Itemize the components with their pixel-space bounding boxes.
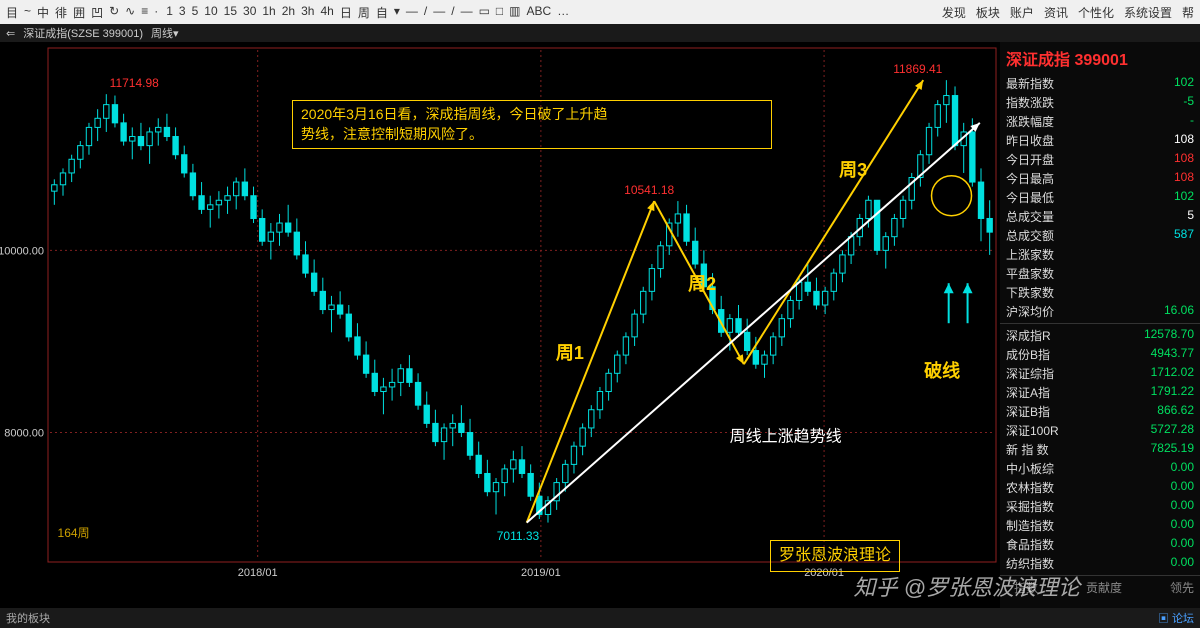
toolbar-icon[interactable]: 凹 <box>91 4 103 21</box>
stat-row: 深成指R12578.70 <box>1000 326 1200 345</box>
price-label: 10541.18 <box>624 183 674 197</box>
stat-row: 新 指 数7825.19 <box>1000 440 1200 459</box>
stat-row: 最新指数102 <box>1000 74 1200 93</box>
period-button[interactable]: / <box>424 4 427 21</box>
svg-text:周线上涨趋势线: 周线上涨趋势线 <box>730 428 842 446</box>
stat-row: 深证A指1791.22 <box>1000 383 1200 402</box>
forum-button[interactable]: ▣ 论坛 <box>1158 610 1194 626</box>
stat-row: 昨日收盘108 <box>1000 131 1200 150</box>
period-button[interactable]: 1 <box>166 4 173 21</box>
menu-item[interactable]: 发现 <box>942 4 966 21</box>
toolbar-icon[interactable]: ∿ <box>125 4 135 21</box>
chart-area[interactable]: 8000.0010000.002018/012019/012020/01周线上涨… <box>0 42 1000 608</box>
period-button[interactable]: — <box>461 4 473 21</box>
svg-text:2019/01: 2019/01 <box>521 567 561 579</box>
toolbar-icon[interactable]: ↻ <box>109 4 119 21</box>
stat-row: 中小板综0.00 <box>1000 459 1200 478</box>
menu-item[interactable]: 账户 <box>1010 4 1034 21</box>
stat-row: 深证综指1712.02 <box>1000 364 1200 383</box>
stat-row: 深证100R5727.28 <box>1000 421 1200 440</box>
period-button[interactable]: 4h <box>320 4 333 21</box>
period-button[interactable]: … <box>557 4 569 21</box>
menu-item[interactable]: 系统设置 <box>1124 4 1172 21</box>
toolbar-icon[interactable]: ~ <box>24 4 31 21</box>
menu-item[interactable]: 资讯 <box>1044 4 1068 21</box>
watermark: 知乎 @罗张恩波浪理论 <box>854 570 1080 602</box>
period-button[interactable]: / <box>451 4 454 21</box>
toolbar-icon[interactable]: 中 <box>37 4 49 21</box>
period-button[interactable]: 5 <box>192 4 199 21</box>
period-selector[interactable]: 周线▾ <box>151 25 179 41</box>
toolbar-icon[interactable]: 囲 <box>73 4 85 21</box>
panel-title: 深证成指 399001 <box>1000 42 1200 74</box>
period-button[interactable]: 15 <box>224 4 237 21</box>
wave-label: 周1 <box>556 339 584 365</box>
period-button[interactable]: 1h <box>262 4 275 21</box>
stat-row: 深证B指866.62 <box>1000 402 1200 421</box>
period-button[interactable]: 2h <box>282 4 295 21</box>
period-button[interactable]: 10 <box>204 4 217 21</box>
period-button[interactable]: □ <box>496 4 503 21</box>
period-button[interactable]: — <box>406 4 418 21</box>
toolbar-icon[interactable]: 目 <box>6 4 18 21</box>
stat-row: 沪深均价16.06 <box>1000 302 1200 321</box>
period-button[interactable]: ▭ <box>479 4 490 21</box>
back-icon[interactable]: ⇐ <box>6 27 15 40</box>
svg-text:8000.00: 8000.00 <box>4 428 44 440</box>
stat-row: 总成交额587 <box>1000 226 1200 245</box>
period-button[interactable]: ▾ <box>394 4 400 21</box>
stat-row: 下跌家数 <box>1000 283 1200 302</box>
period-button[interactable]: ▥ <box>509 4 520 21</box>
price-label: 11869.41 <box>893 62 942 76</box>
price-label: 11714.98 <box>110 76 159 90</box>
period-button[interactable]: — <box>433 4 445 21</box>
price-label: 7011.33 <box>497 529 540 543</box>
wave-label: 破线 <box>924 357 960 383</box>
wave-label: 周3 <box>839 156 867 182</box>
stat-row: 今日最高108 <box>1000 169 1200 188</box>
period-button[interactable]: 日 <box>340 4 352 21</box>
period-button[interactable]: 周 <box>358 4 370 21</box>
side-panel: 深证成指 399001 最新指数102指数涨跌-5涨跌幅度-昨日收盘108今日开… <box>1000 42 1200 608</box>
sub-toolbar: ⇐ 深证成指(SZSE 399001) 周线▾ <box>0 24 1200 42</box>
wave-label: 周2 <box>688 270 716 296</box>
menu-item[interactable]: 板块 <box>976 4 1000 21</box>
stat-row: 涨跌幅度- <box>1000 112 1200 131</box>
toolbar-icon[interactable]: 徘 <box>55 4 67 21</box>
menu-item[interactable]: 个性化 <box>1078 4 1114 21</box>
panel-tab[interactable]: 领先 <box>1170 579 1194 596</box>
svg-text:2018/01: 2018/01 <box>238 567 278 579</box>
svg-text:10000.00: 10000.00 <box>0 245 44 257</box>
stat-row: 总成交量5 <box>1000 207 1200 226</box>
instrument-title: 深证成指(SZSE 399001) <box>23 25 143 41</box>
annotation-author: 罗张恩波浪理论 <box>770 540 900 572</box>
period-button[interactable]: 3 <box>179 4 186 21</box>
period-button[interactable]: ABC <box>527 4 552 21</box>
stat-row: 采掘指数0.00 <box>1000 497 1200 516</box>
my-boards[interactable]: 我的板块 <box>6 610 50 626</box>
stat-row: 上涨家数 <box>1000 245 1200 264</box>
main-toolbar: 目 ~ 中徘囲凹 ↻ ∿ ≡ · 135 10 15 30 1h 2h 3h 4h 日周自 ▾ — / — / — ▭ □ ▥… <box>0 0 1200 24</box>
stat-row: 农林指数0.00 <box>1000 478 1200 497</box>
stat-row: 成份B指4943.77 <box>1000 345 1200 364</box>
period-button[interactable]: 30 <box>243 4 256 21</box>
period-button[interactable]: 3h <box>301 4 314 21</box>
toolbar-icon[interactable]: · <box>154 4 158 21</box>
annotation-main: 2020年3月16日看，深成指周线，今日破了上升趋势线，注意控制短期风险了。 <box>292 100 772 149</box>
bottom-bar: 我的板块 ▣ 论坛 <box>0 608 1200 628</box>
menu-item[interactable]: 帮 <box>1182 4 1194 21</box>
stat-row: 平盘家数 <box>1000 264 1200 283</box>
period-button[interactable]: 自 <box>376 4 388 21</box>
panel-tab[interactable]: 贡献度 <box>1086 579 1122 596</box>
stat-row: 指数涨跌-5 <box>1000 93 1200 112</box>
stat-row: 今日最低102 <box>1000 188 1200 207</box>
stat-row: 食品指数0.00 <box>1000 535 1200 554</box>
toolbar-icon[interactable]: ≡ <box>141 4 148 21</box>
stat-row: 今日开盘108 <box>1000 150 1200 169</box>
svg-text:164周: 164周 <box>58 526 90 540</box>
stat-row: 制造指数0.00 <box>1000 516 1200 535</box>
